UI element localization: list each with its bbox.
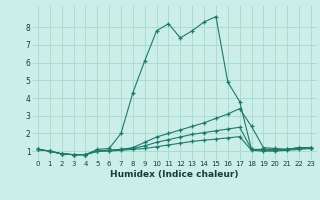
X-axis label: Humidex (Indice chaleur): Humidex (Indice chaleur) (110, 170, 239, 179)
